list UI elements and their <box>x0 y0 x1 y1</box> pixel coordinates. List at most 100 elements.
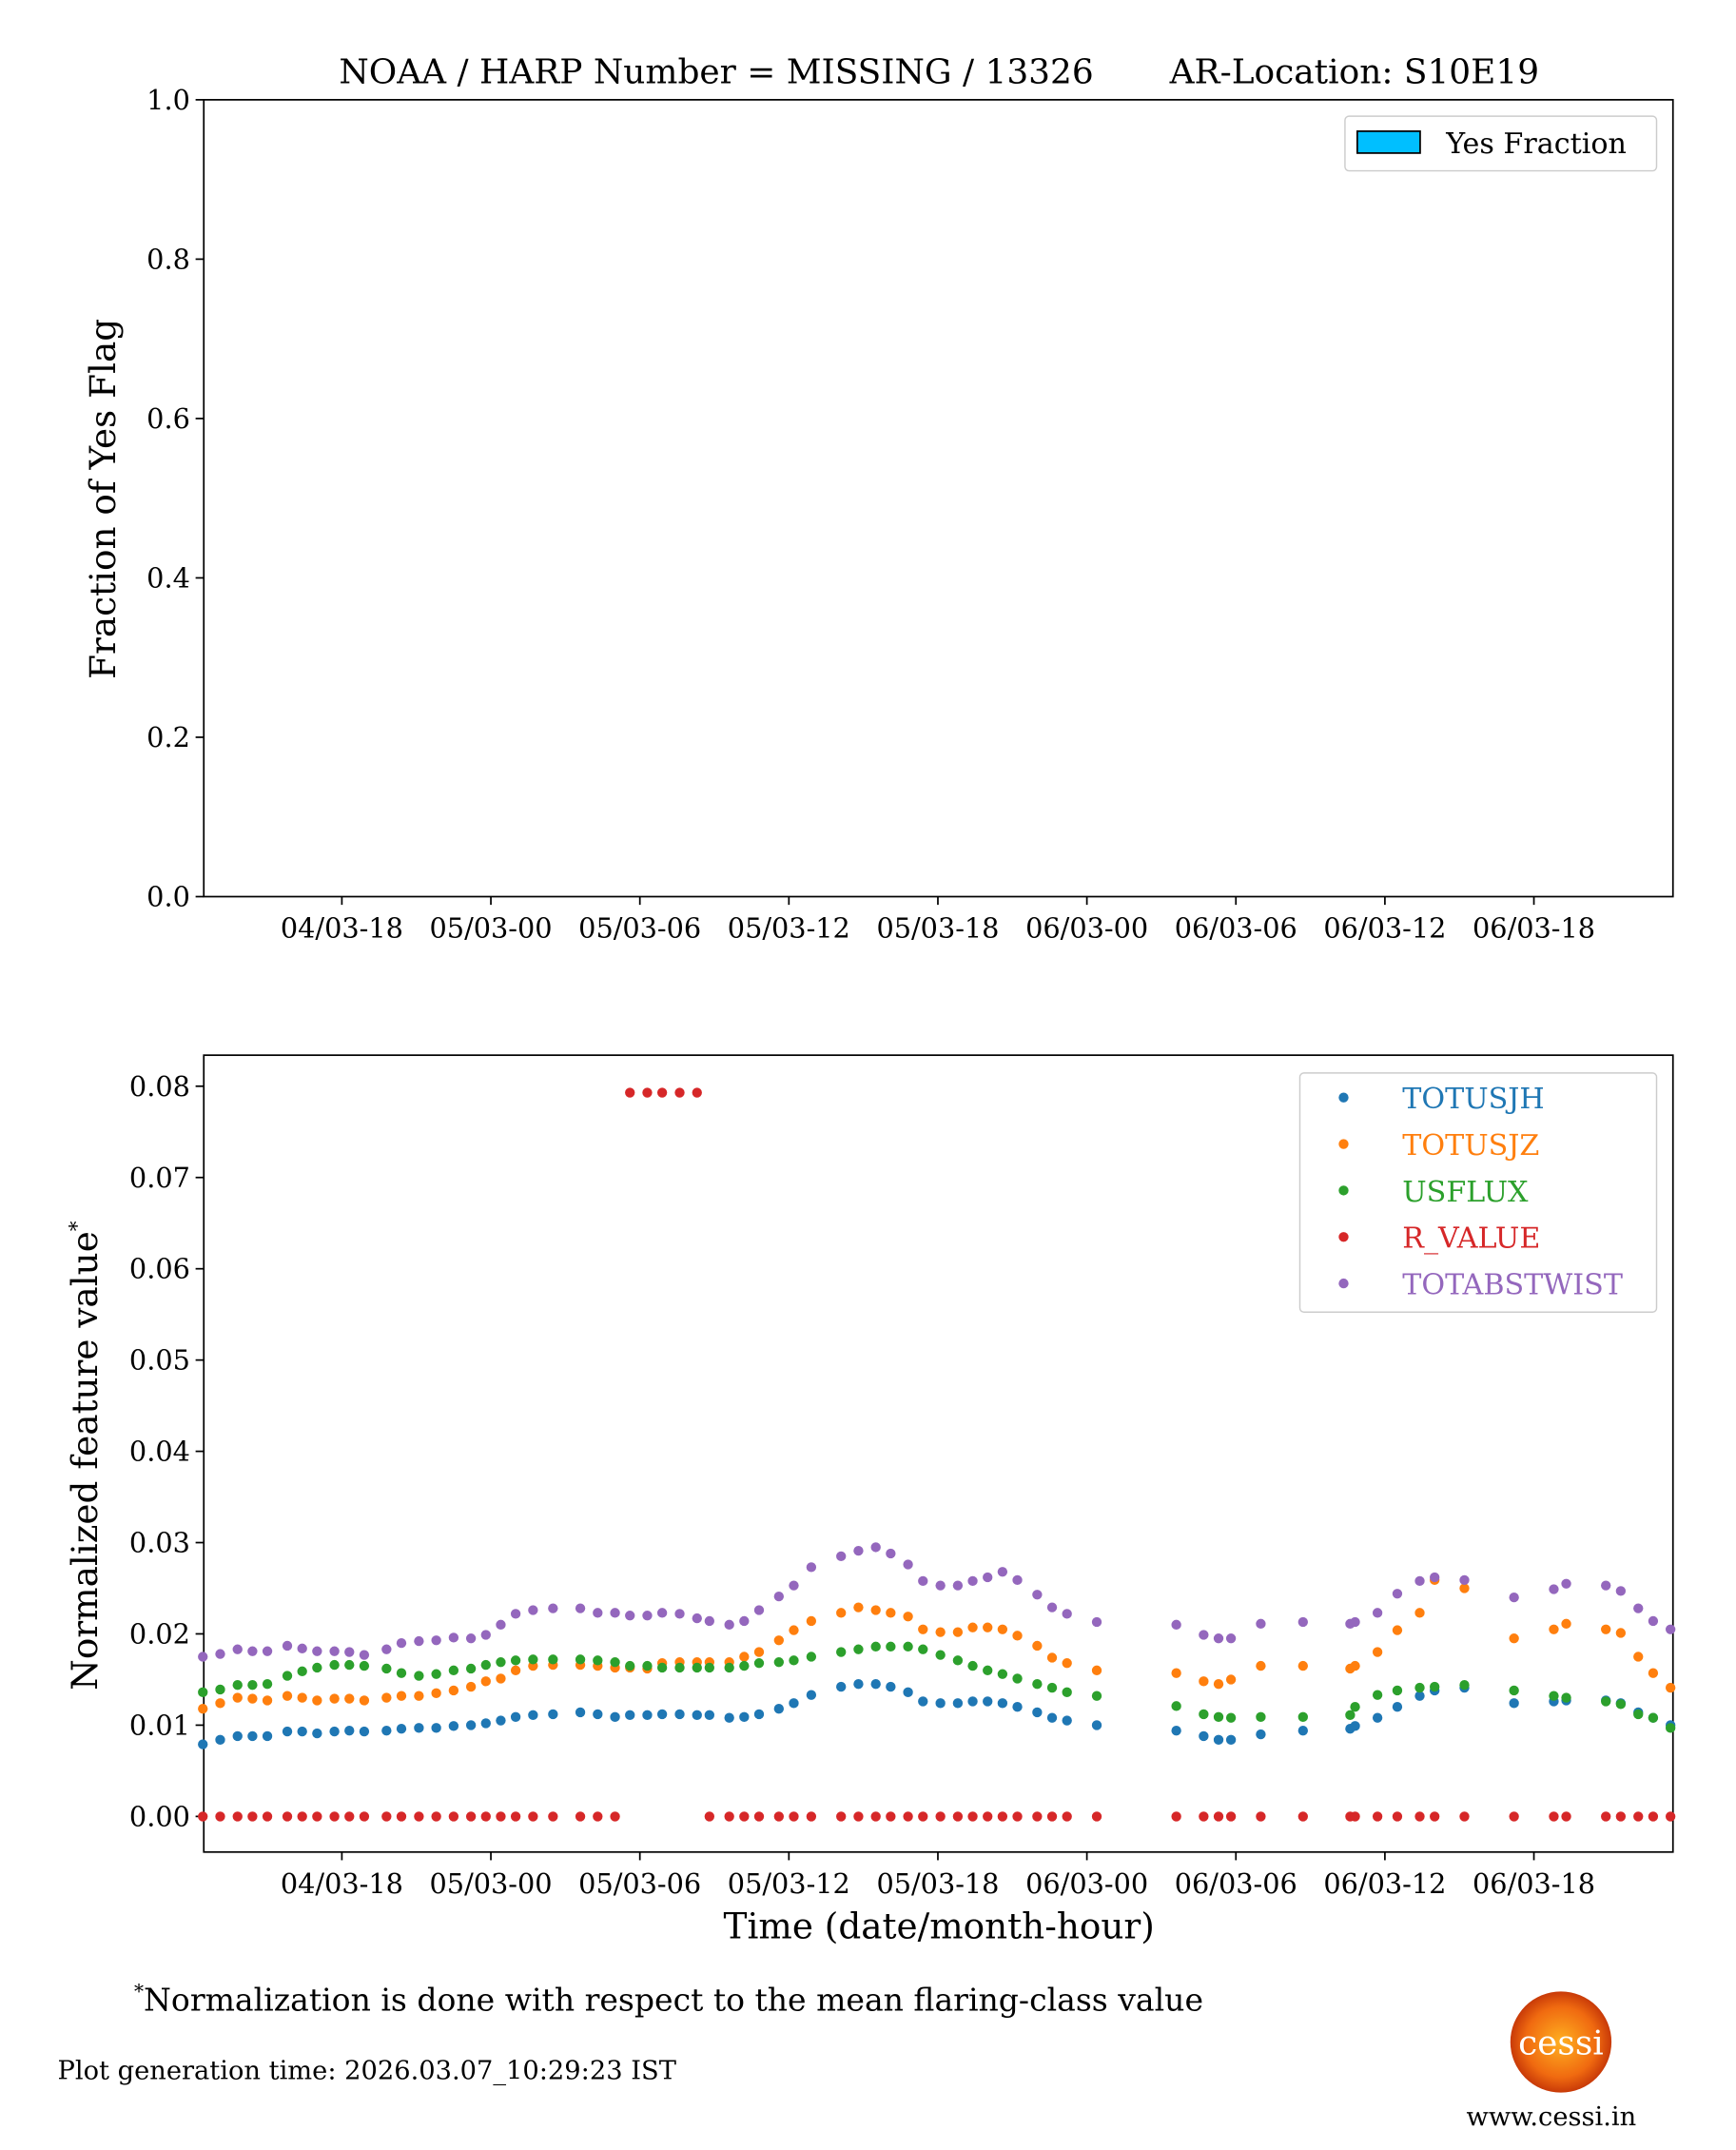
data-point <box>656 1709 668 1720</box>
data-point <box>739 1711 750 1723</box>
footnote-mark: * <box>134 1981 144 2003</box>
x-tick-label: 05/03-18 <box>876 1867 999 1900</box>
data-point <box>853 1679 864 1690</box>
data-point <box>1665 1723 1676 1733</box>
data-point <box>1601 1696 1611 1707</box>
data-point <box>674 1662 685 1673</box>
data-point <box>465 1720 477 1730</box>
data-point <box>870 1811 881 1822</box>
series-usflux <box>198 1641 1676 1733</box>
y-tick-label: 0.00 <box>129 1800 190 1832</box>
website-link[interactable]: www.cessi.in <box>1467 2102 1637 2132</box>
x-tick-label: 06/03-06 <box>1175 912 1297 945</box>
data-point <box>870 1641 881 1652</box>
data-point <box>1012 1574 1023 1586</box>
data-point <box>215 1684 225 1695</box>
data-point <box>903 1559 913 1570</box>
data-point <box>642 1710 653 1720</box>
data-point <box>312 1695 322 1706</box>
cessi-logo: cessi <box>1510 1991 1612 2093</box>
data-point <box>1414 1682 1425 1693</box>
fraction-legend: Yes Fraction <box>1344 115 1658 172</box>
y-tick-label: 0.03 <box>129 1527 190 1559</box>
data-point <box>886 1608 896 1618</box>
data-point <box>312 1728 322 1739</box>
x-tick-label: 04/03-18 <box>281 912 403 945</box>
data-point <box>1430 1572 1440 1583</box>
data-point <box>282 1640 293 1652</box>
data-point <box>431 1635 441 1646</box>
data-point <box>465 1663 477 1674</box>
data-point <box>692 1662 702 1673</box>
data-point <box>232 1680 243 1691</box>
data-point <box>431 1669 441 1679</box>
data-point <box>262 1695 273 1706</box>
data-point <box>198 1704 208 1714</box>
data-point <box>1615 1699 1627 1710</box>
data-point <box>593 1709 603 1720</box>
data-point <box>528 1605 538 1615</box>
data-point <box>1256 1618 1266 1630</box>
data-point <box>1297 1616 1308 1628</box>
data-point <box>886 1641 896 1652</box>
data-point <box>1091 1665 1102 1676</box>
data-point <box>692 1710 702 1720</box>
data-point <box>344 1811 355 1822</box>
data-point <box>853 1811 864 1822</box>
data-point <box>480 1676 491 1687</box>
data-point <box>510 1655 521 1666</box>
data-point <box>1297 1711 1308 1723</box>
data-point <box>724 1712 734 1723</box>
data-point <box>836 1811 847 1822</box>
data-point <box>480 1718 491 1729</box>
data-point <box>1297 1726 1308 1736</box>
data-point <box>870 1542 881 1553</box>
data-point <box>1032 1590 1043 1600</box>
data-point <box>247 1693 258 1704</box>
legend-label-yes-fraction: Yes Fraction <box>1445 127 1627 161</box>
data-point <box>1256 1729 1266 1740</box>
data-point <box>997 1624 1008 1634</box>
data-point <box>510 1665 521 1676</box>
x-tick-label: 05/03-06 <box>578 1867 701 1900</box>
data-point <box>967 1660 978 1671</box>
data-point <box>1633 1709 1644 1720</box>
data-point <box>1601 1811 1611 1822</box>
data-point <box>642 1660 653 1671</box>
data-point <box>448 1632 459 1643</box>
data-point <box>548 1811 558 1822</box>
data-point <box>232 1692 243 1703</box>
data-point <box>836 1608 847 1618</box>
data-point <box>282 1691 293 1701</box>
data-point <box>215 1811 225 1822</box>
data-point <box>1648 1811 1659 1822</box>
data-point <box>496 1715 506 1726</box>
data-point <box>806 1615 817 1627</box>
data-point <box>903 1612 913 1622</box>
data-point <box>870 1679 881 1690</box>
data-point <box>1648 1668 1659 1678</box>
data-point <box>1509 1685 1519 1696</box>
data-point <box>935 1627 946 1637</box>
data-point <box>381 1663 392 1674</box>
data-point <box>656 1608 668 1618</box>
data-point <box>935 1698 946 1709</box>
data-point <box>918 1624 928 1634</box>
data-point <box>1297 1660 1308 1671</box>
data-point <box>642 1087 653 1098</box>
y-tick-label: 0.01 <box>129 1709 190 1741</box>
data-point <box>836 1681 847 1692</box>
data-point <box>1414 1608 1425 1618</box>
data-point <box>312 1811 322 1822</box>
data-point <box>789 1655 799 1666</box>
legend-marker-totusjz <box>1338 1139 1349 1149</box>
data-point <box>918 1575 928 1587</box>
data-point <box>935 1580 946 1591</box>
data-point <box>1256 1660 1266 1671</box>
data-point <box>789 1811 799 1822</box>
x-tick-label: 06/03-12 <box>1323 912 1446 945</box>
data-point <box>465 1633 477 1644</box>
data-point <box>575 1811 586 1822</box>
data-point <box>983 1811 993 1822</box>
data-point <box>1225 1633 1237 1644</box>
